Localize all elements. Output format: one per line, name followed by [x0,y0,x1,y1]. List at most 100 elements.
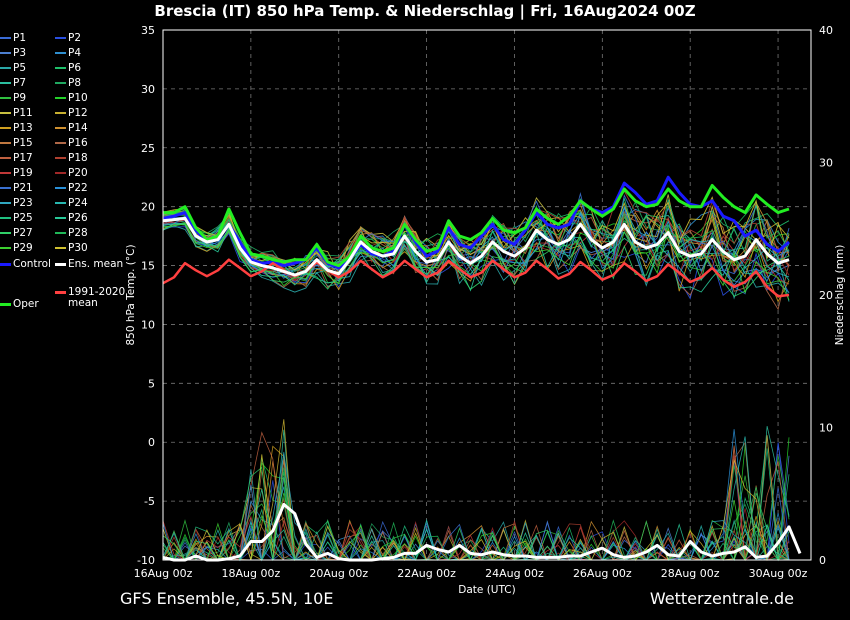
legend-item: P2 [55,32,81,44]
legend-label: P5 [13,62,27,74]
legend-label: P3 [13,47,27,59]
legend-item: P1 [0,32,26,44]
legend-item: P18 [55,152,88,164]
legend-item: Control [0,258,51,270]
main-series [162,175,790,298]
member-temp-line [162,200,790,268]
legend-item: P4 [55,47,81,59]
legend-label: P22 [68,182,88,194]
legend-label: P15 [13,137,33,149]
legend-item: P28 [55,227,88,239]
legend-label: P23 [13,197,33,209]
series-oper [163,184,790,268]
legend-swatch [0,302,11,306]
legend-label: P11 [13,107,33,119]
y-left-tick-label: 10 [141,318,155,331]
legend-label: 1991-2020 [68,286,126,298]
legend-item: P15 [0,137,33,149]
legend-item: P17 [0,152,33,164]
legend-label: Ens. mean [68,258,124,270]
legend-label: P2 [68,32,82,44]
x-tick-label: 26Aug 00z [573,567,632,580]
y-axis-right: 40 30 20 10 0 [819,24,833,567]
y-axis-left: 35 30 25 20 15 10 5 0 -5 -10 [137,24,155,567]
x-tick-label: 18Aug 00z [221,567,280,580]
y-right-tick-label: 20 [819,289,833,302]
legend-label: P12 [68,107,88,119]
y-left-tick-label: 30 [141,83,155,96]
legend-item: P7 [0,77,26,89]
legend-swatch [55,82,66,84]
x-tick-label: 28Aug 00z [661,567,720,580]
legend-item: P3 [0,47,26,59]
y-axis-right-label: Niederschlag (mm) [834,245,846,346]
legend-swatch [0,172,11,174]
legend-label: P20 [68,167,88,179]
y-left-tick-label: 5 [148,377,155,390]
series-ens-mean-precip [162,502,802,562]
x-tick-label: 22Aug 00z [397,567,456,580]
y-right-tick-label: 10 [819,422,833,435]
legend-item: P13 [0,122,33,134]
legend-label: P6 [68,62,82,74]
legend-swatch [0,52,11,54]
legend-swatch [0,157,11,159]
legend-label: P24 [68,197,88,209]
legend-label: P7 [13,77,27,89]
legend-swatch [0,202,11,204]
member-temp-line [162,225,790,300]
legend-swatch [0,142,11,144]
legend-item: P25 [0,212,33,224]
legend-label: P16 [68,137,88,149]
legend-label: P19 [13,167,33,179]
series-control [162,175,790,270]
legend-item: P11 [0,107,33,119]
legend-swatch [55,247,66,249]
legend-item: P10 [55,92,88,104]
y-left-tick-label: 20 [141,201,155,214]
legend-item: P8 [55,77,81,89]
legend-item: P5 [0,62,26,74]
legend-swatch [55,232,66,234]
y-left-tick-label: 0 [148,436,155,449]
member-precip-line [162,459,790,562]
legend-swatch [55,97,66,99]
legend-swatch [0,262,11,266]
legend-label: P17 [13,152,33,164]
member-temp-line [162,222,790,293]
legend-item: P6 [55,62,81,74]
legend-label: P1 [13,32,27,44]
legend-swatch [55,52,66,54]
legend-label: P8 [68,77,82,89]
x-tick-label: 16Aug 00z [134,567,193,580]
legend-item: P22 [55,182,88,194]
legend-swatch [0,112,11,114]
legend-swatch [0,232,11,234]
legend-item: Oper [0,298,39,310]
legend-label: P28 [68,227,88,239]
legend-swatch [0,82,11,84]
legend-label: mean [68,297,98,309]
legend-swatch [0,217,11,219]
legend-swatch [55,157,66,159]
series-ens-mean [162,216,790,277]
legend-item: Ens. mean [55,258,123,270]
member-precip-line [162,419,790,561]
y-right-tick-label: 40 [819,24,833,37]
legend-label: P13 [13,122,33,134]
footer-site: Wetterzentrale.de [649,589,794,608]
legend-label: P30 [68,242,88,254]
ensemble-members [162,190,790,562]
legend-label: P26 [68,212,88,224]
legend-item: P12 [55,107,88,119]
chart-title: Brescia (IT) 850 hPa Temp. & Niederschla… [154,2,696,20]
legend-swatch [55,262,66,266]
legend-swatch [55,112,66,114]
legend-label: P21 [13,182,33,194]
legend-item: 1991-2020 [55,286,125,298]
y-left-tick-label: 25 [141,142,155,155]
plot-frame [162,29,812,561]
legend-swatch [55,172,66,174]
legend-item: P27 [0,227,33,239]
